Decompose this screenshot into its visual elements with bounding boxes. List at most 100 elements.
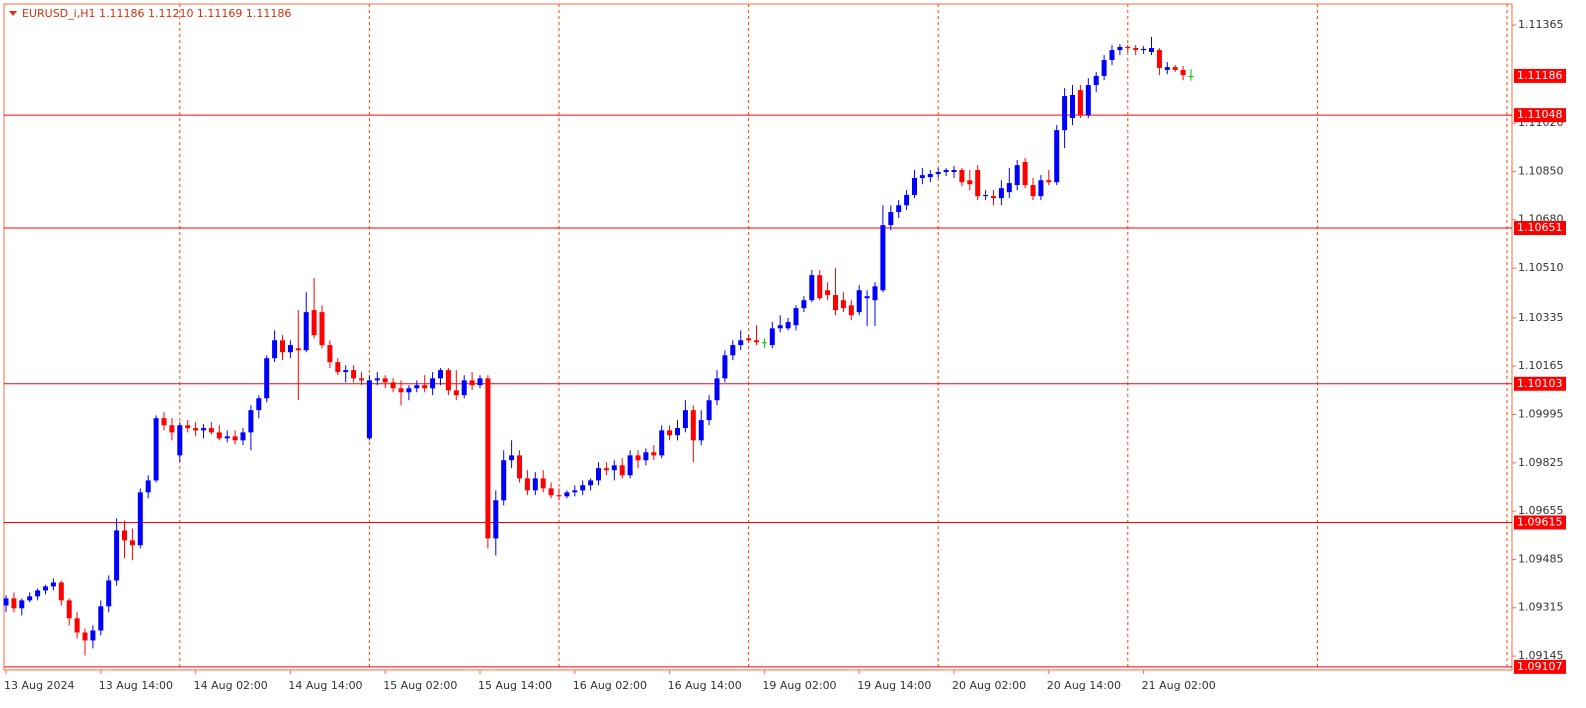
candle-body — [374, 378, 380, 381]
candle-body — [438, 370, 443, 379]
candle-body — [1172, 67, 1178, 70]
candle-body — [1030, 185, 1036, 197]
candle-body — [185, 425, 191, 429]
candle-body — [943, 170, 949, 172]
candle-body — [682, 410, 688, 429]
candle-body — [335, 362, 341, 373]
candle-body — [532, 478, 538, 491]
candle-body — [232, 436, 238, 441]
candle-body — [738, 340, 744, 346]
candle-body — [193, 428, 199, 431]
candle-body — [817, 275, 823, 299]
x-tick-label: 15 Aug 02:00 — [383, 679, 457, 692]
x-tick-label: 13 Aug 2024 — [4, 679, 74, 692]
candle-body — [327, 345, 333, 363]
candle-body — [935, 171, 941, 174]
candle-body — [675, 428, 680, 436]
candle-body — [319, 312, 325, 346]
candle-body — [98, 606, 104, 631]
level-label: 1.09107 — [1517, 660, 1563, 673]
candle-body — [43, 586, 48, 591]
menu-arrow[interactable] — [9, 11, 17, 16]
candle-body — [90, 630, 96, 641]
candle-body — [66, 600, 72, 619]
candle-body — [517, 455, 522, 479]
candle-body — [919, 175, 925, 178]
candle-body — [912, 177, 917, 196]
candle-body — [1006, 183, 1012, 193]
candle-body — [864, 296, 870, 299]
level-label: 1.09615 — [1517, 515, 1563, 528]
x-tick-label: 13 Aug 14:00 — [99, 679, 173, 692]
candle-body — [493, 500, 499, 539]
candle-body — [872, 286, 878, 301]
chart-title: EURUSD_i,H1 1.11186 1.11210 1.11169 1.11… — [22, 7, 291, 20]
y-tick-label: 1.10165 — [1518, 359, 1564, 372]
candle-body — [1070, 94, 1075, 118]
x-tick-label: 15 Aug 14:00 — [478, 679, 552, 692]
candle-body — [983, 195, 989, 197]
level-label: 1.10103 — [1517, 377, 1563, 390]
candle-body — [888, 212, 894, 226]
candle-body — [588, 480, 594, 486]
candle-body — [769, 328, 775, 346]
candle-body — [3, 598, 9, 606]
x-tick-label: 16 Aug 14:00 — [668, 679, 742, 692]
candle-body — [430, 378, 436, 389]
candle-body — [619, 465, 625, 476]
candle-body — [1077, 90, 1083, 116]
candle-body — [880, 225, 886, 291]
candle-body — [840, 300, 846, 309]
y-tick-label: 1.09655 — [1518, 504, 1564, 517]
candle-body — [667, 430, 673, 436]
candle-body — [730, 345, 736, 356]
x-tick-label: 14 Aug 02:00 — [194, 679, 268, 692]
x-tick-label: 20 Aug 02:00 — [952, 679, 1026, 692]
y-tick-label: 1.09995 — [1518, 407, 1564, 420]
candle-body — [564, 492, 570, 497]
candle-body — [390, 382, 396, 389]
candle-body — [627, 455, 633, 476]
candle-body — [169, 425, 175, 433]
current-price-label: 1.11186 — [1517, 69, 1563, 82]
candle-body — [366, 380, 372, 439]
y-tick-label: 1.09145 — [1518, 649, 1564, 662]
candle-body — [572, 490, 578, 493]
x-tick-label: 21 Aug 02:00 — [1142, 679, 1216, 692]
candle-body — [754, 340, 759, 343]
candle-body — [351, 370, 357, 379]
candle-body — [153, 418, 159, 481]
candle-body — [524, 478, 530, 491]
y-tick-label: 1.10850 — [1518, 164, 1564, 177]
candle-body — [485, 378, 491, 539]
candle-body — [1054, 130, 1060, 183]
candle-body — [414, 385, 420, 389]
candle-body — [177, 425, 183, 456]
candle-body — [690, 410, 696, 441]
level-label-box — [1514, 108, 1566, 123]
candle-body — [295, 348, 301, 351]
candle-body — [106, 580, 112, 607]
candle-body — [927, 173, 933, 178]
candle-body — [951, 170, 957, 172]
candle-body — [1062, 96, 1068, 131]
candle-body — [145, 480, 151, 493]
candle-body — [240, 432, 246, 441]
level-label-box — [1514, 659, 1566, 674]
candle-body — [216, 432, 222, 439]
candle-body — [501, 460, 507, 501]
candle-body — [224, 436, 230, 439]
candle-body — [129, 540, 135, 546]
candle-body — [556, 495, 562, 497]
candle-body — [19, 600, 25, 609]
candle-body — [1109, 50, 1115, 60]
candle-body — [833, 295, 838, 311]
candle-body — [1149, 48, 1154, 53]
candle-body — [343, 370, 349, 373]
x-tick-label: 16 Aug 02:00 — [573, 679, 647, 692]
candle-body — [58, 582, 64, 601]
x-tick-label: 19 Aug 14:00 — [857, 679, 931, 692]
candle-body — [635, 455, 641, 461]
level-label: 1.11048 — [1517, 108, 1563, 121]
y-tick-label: 1.10510 — [1518, 261, 1564, 274]
